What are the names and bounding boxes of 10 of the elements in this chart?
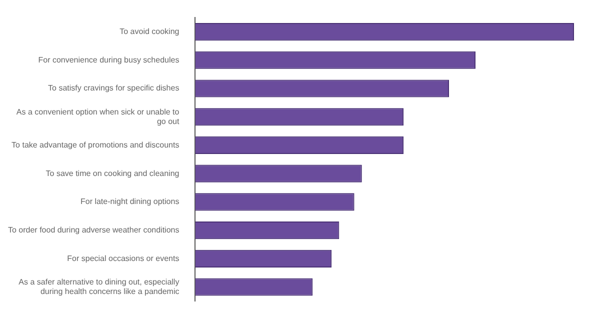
y-tick-label: For convenience during busy schedules — [38, 55, 180, 64]
y-tick-label: To avoid cooking — [120, 26, 180, 36]
y-tick-label: As a convenient option when sick or unable to go out — [16, 107, 180, 126]
y-tick-label: As a safer alternative to dining out, especially during health concerns like a pandemic — [18, 277, 180, 296]
y-tick-label: For special occasions or events — [67, 254, 180, 263]
y-tick-label: To satisfy cravings for specific dishes — [48, 84, 180, 93]
y-tick-label: To order food during adverse weather conditions — [8, 226, 180, 235]
y-tick-label: To save time on cooking and cleaning — [46, 168, 180, 178]
y-tick-label: For late-night dining options — [80, 197, 180, 206]
y-tick-label: To take advantage of promotions and discounts — [12, 140, 180, 150]
